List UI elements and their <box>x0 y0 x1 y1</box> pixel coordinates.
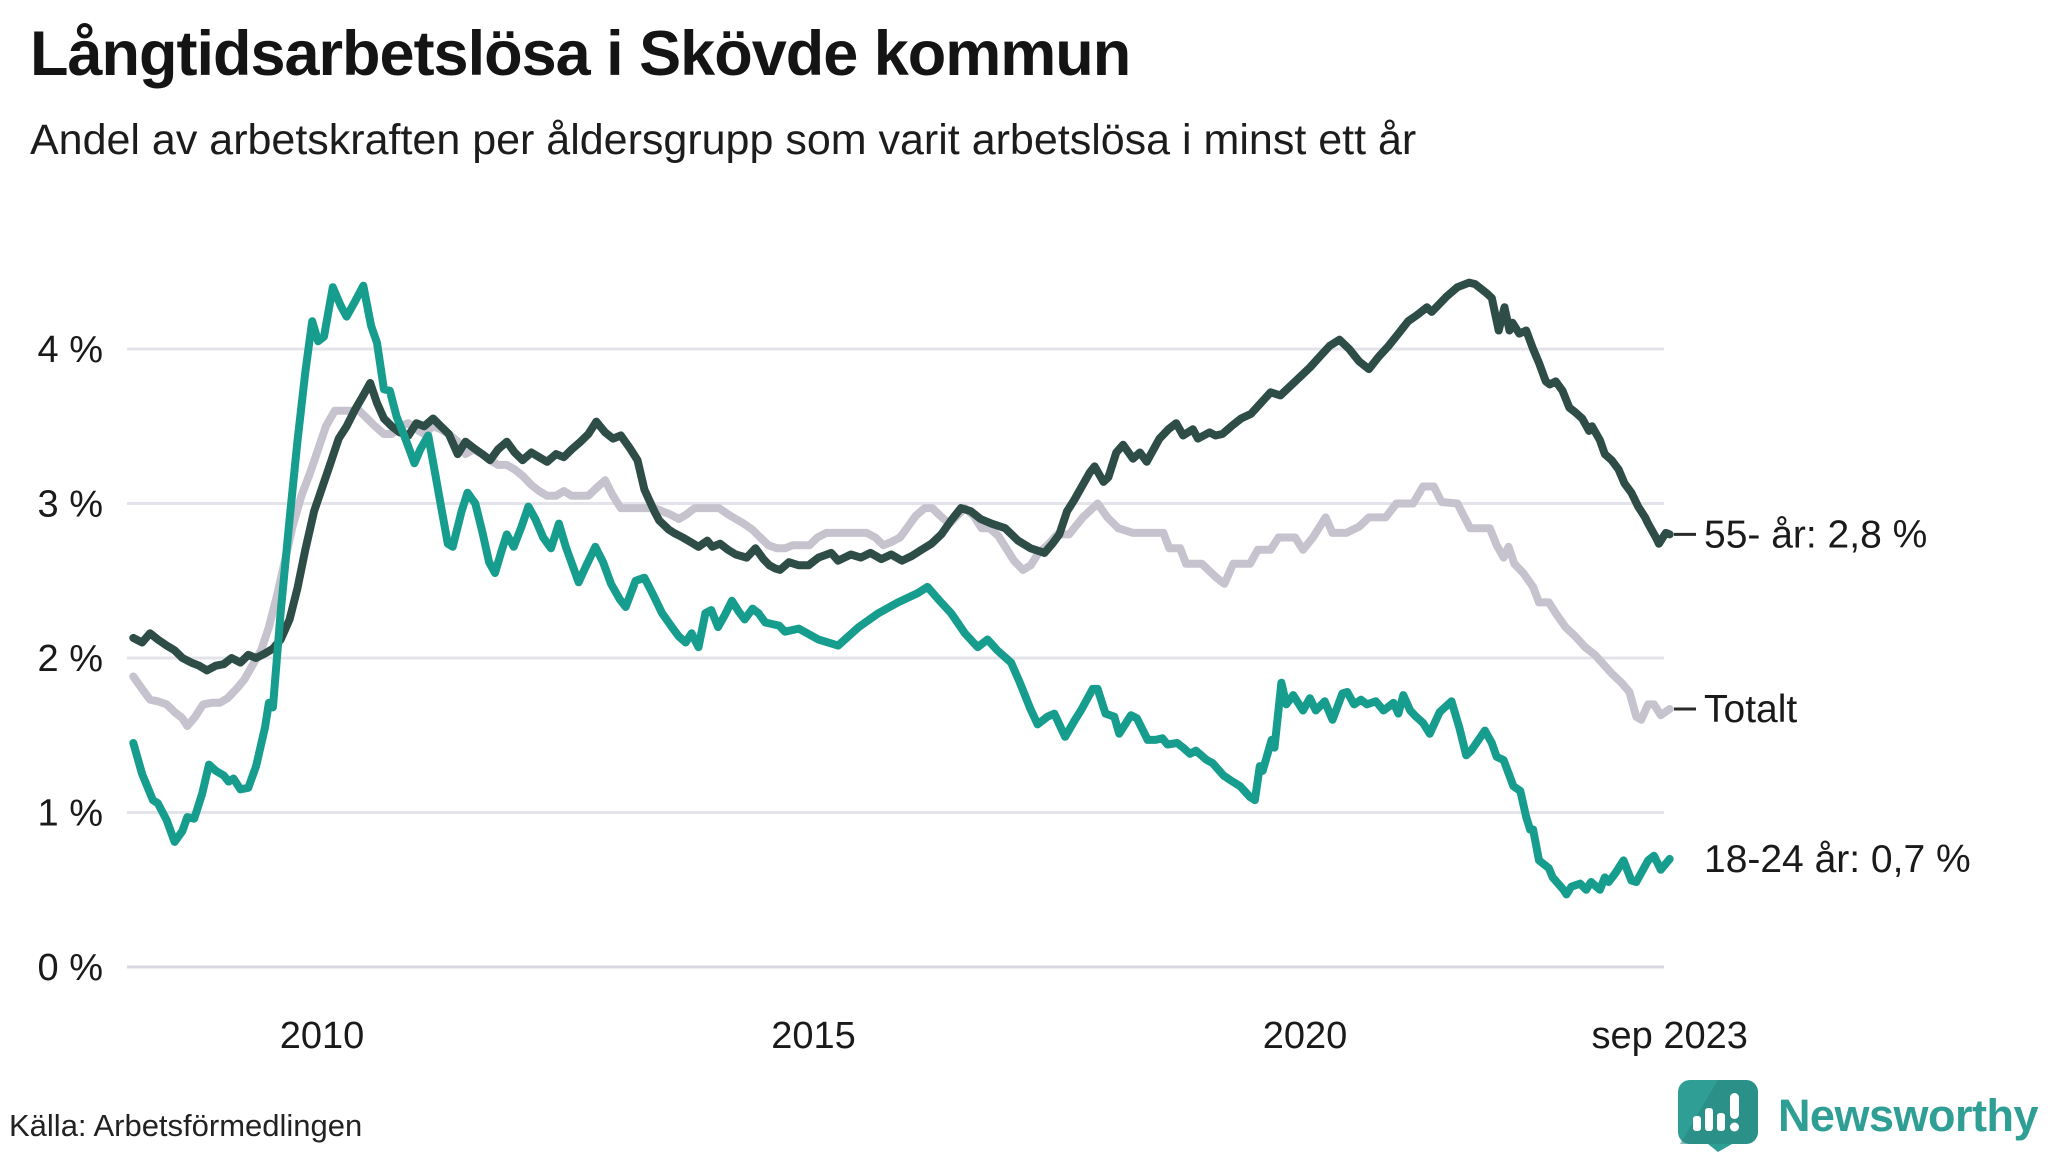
page-title: Långtidsarbetslösa i Skövde kommun <box>30 19 1131 89</box>
x-tick-label-2010: 2010 <box>280 1015 365 1057</box>
series-end-label-totalt: Totalt <box>1704 688 1797 731</box>
y-tick-label-1pct: 1 % <box>38 793 103 835</box>
chart-subtitle: Andel av arbetskraften per åldersgrupp s… <box>30 116 1417 164</box>
source-note: Källa: Arbetsförmedlingen <box>9 1108 363 1143</box>
series-line-totalt <box>129 406 1674 730</box>
y-tick-label-3pct: 3 % <box>38 484 103 526</box>
x-tick-label-sep-2023: sep 2023 <box>1592 1015 1748 1057</box>
y-tick-label-0pct: 0 % <box>38 947 103 989</box>
x-tick-label-2020: 2020 <box>1263 1015 1348 1057</box>
series-end-label-18-24-r: 18-24 år: 0,7 % <box>1704 838 1971 881</box>
y-tick-label-2pct: 2 % <box>38 638 103 680</box>
newsworthy-brand: Newsworthy <box>1677 1080 2039 1152</box>
x-tick-label-2015: 2015 <box>771 1015 856 1057</box>
newsworthy-wordmark: Newsworthy <box>1777 1090 2039 1141</box>
newsworthy-logo-icon <box>1677 1080 1758 1152</box>
series-line-55-r <box>129 278 1674 675</box>
series-end-label-55-r: 55- år: 2,8 % <box>1704 513 1927 556</box>
y-tick-label-4pct: 4 % <box>38 329 103 371</box>
series-line-18-24-r <box>129 281 1674 899</box>
